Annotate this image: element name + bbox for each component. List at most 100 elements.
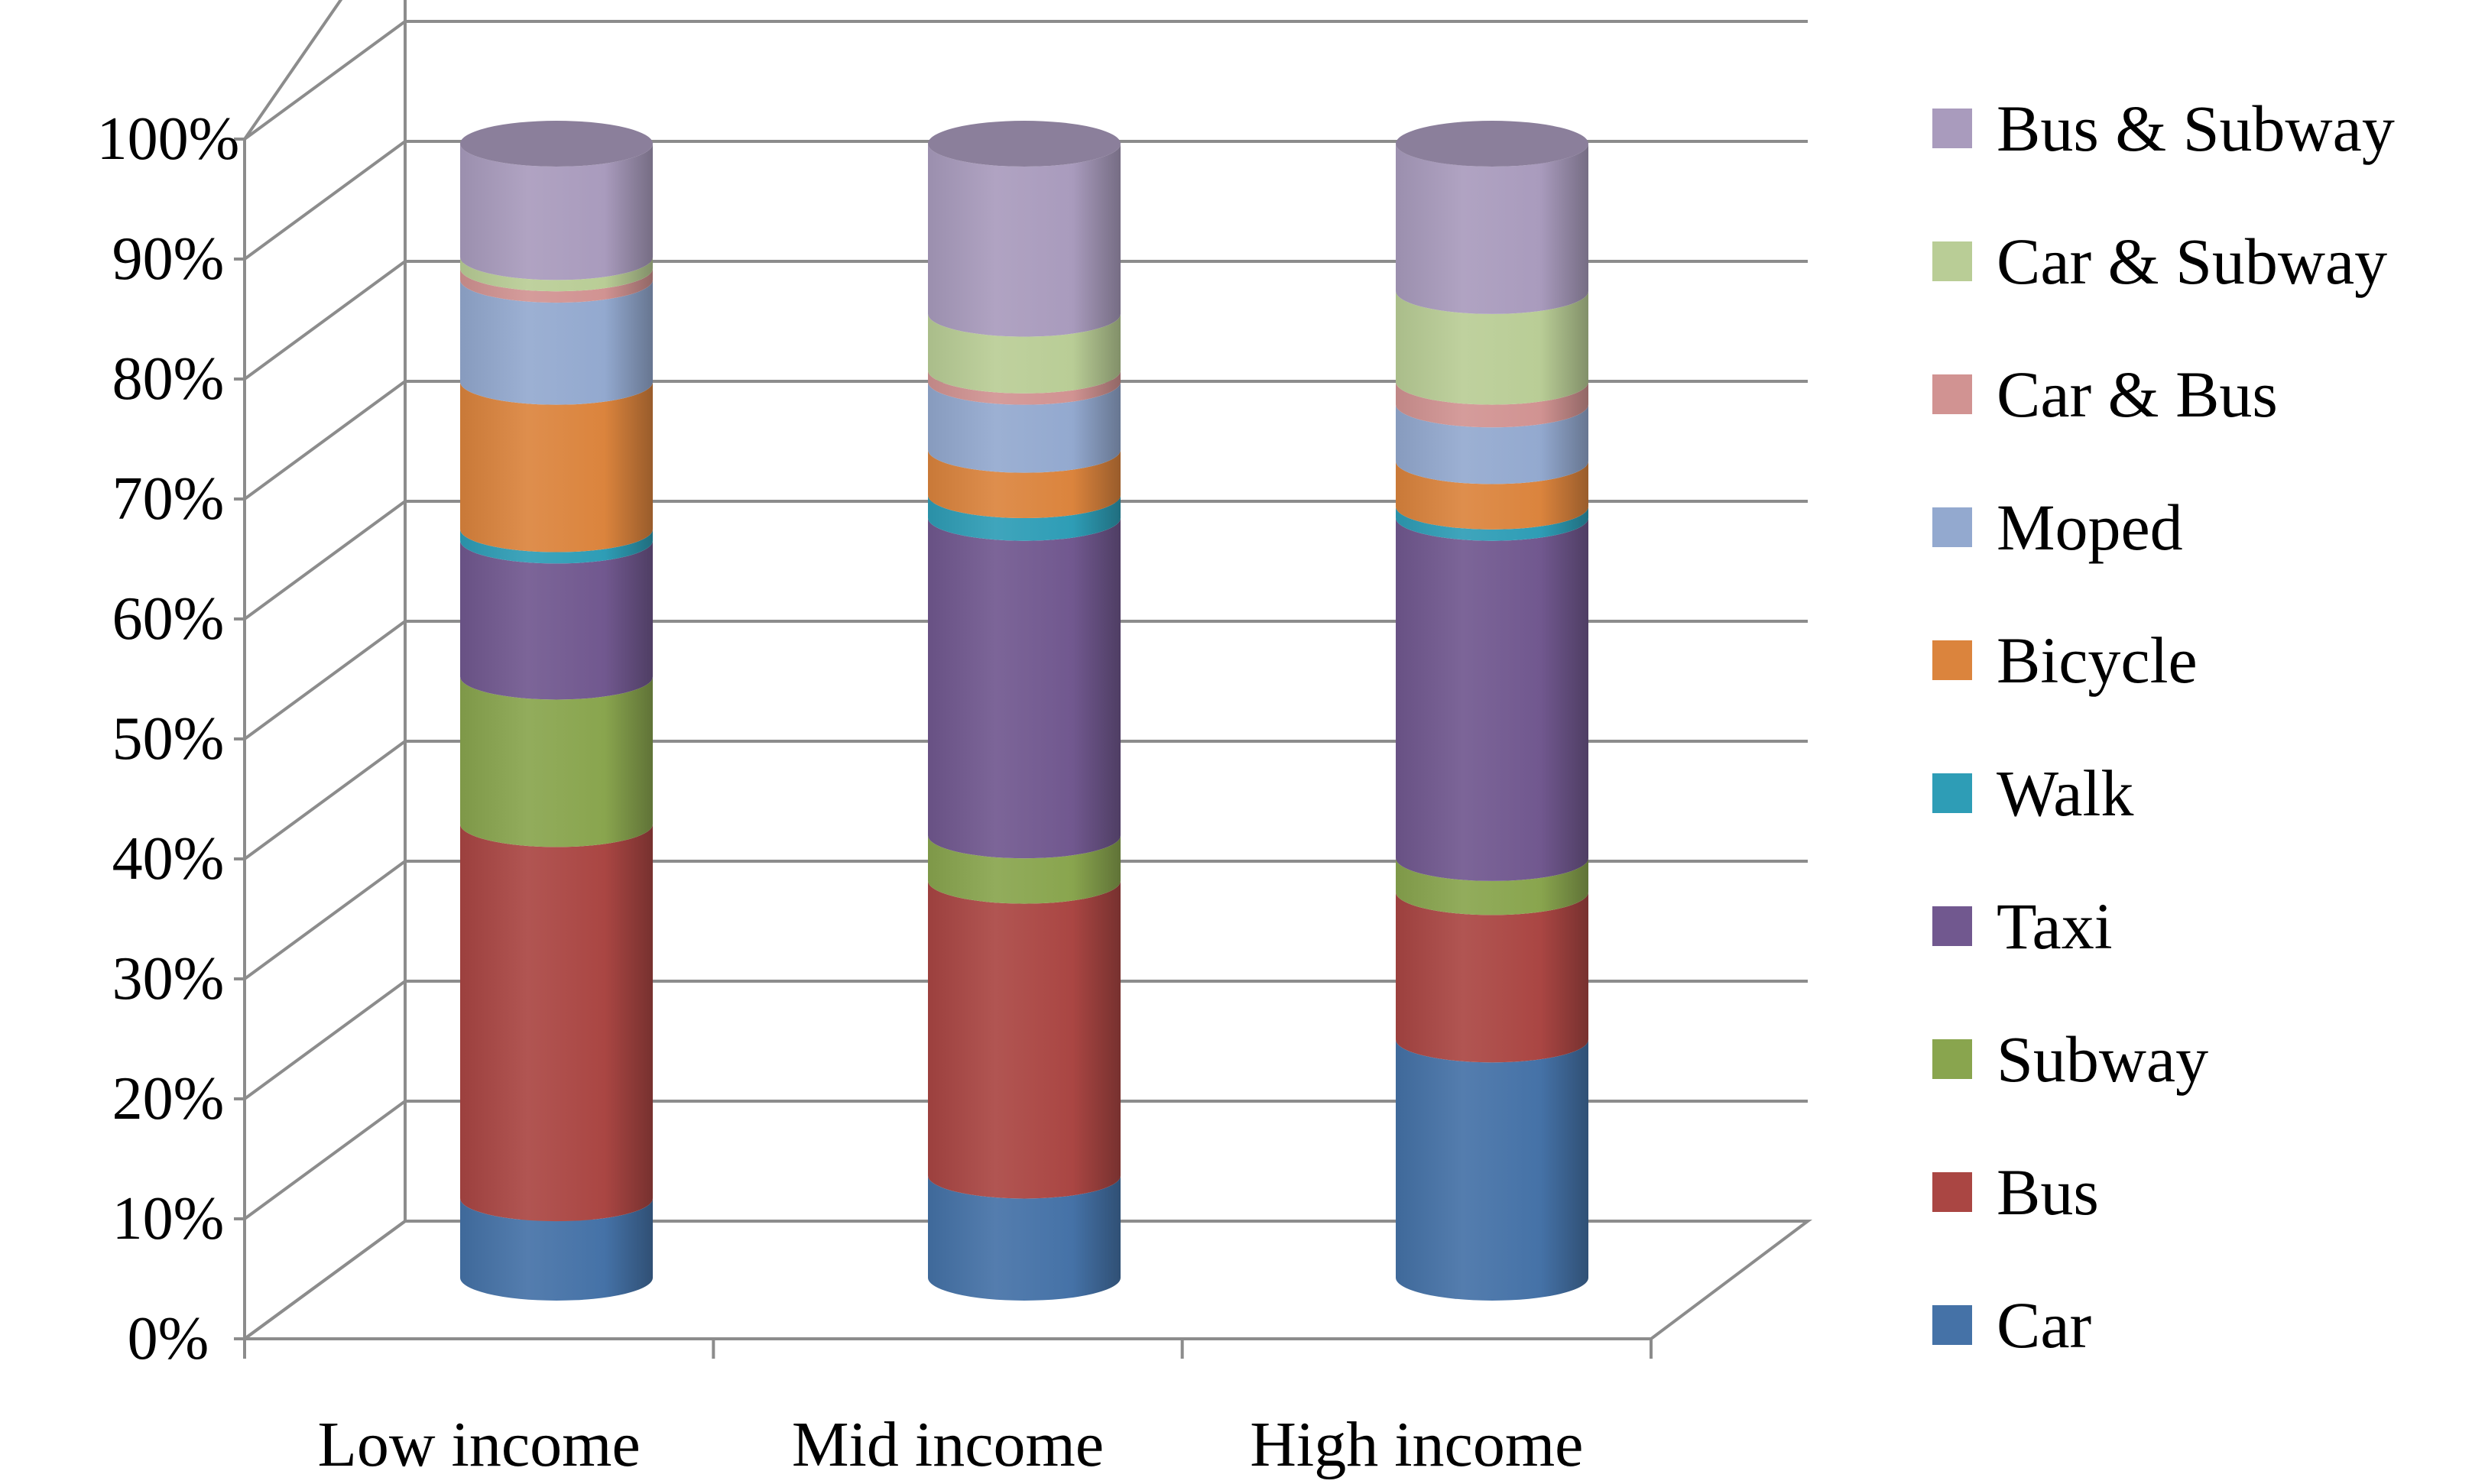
segment-bicycle [928,449,1121,519]
legend-label: Bus & Subway [1997,92,2395,165]
legend-label: Car & Subway [1997,225,2387,298]
segment-bus-subway [928,144,1121,337]
legend-swatch [1932,773,1972,813]
side-wall-top-edge [243,0,343,141]
segment-car [928,1175,1121,1301]
y-tick-label: 80% [112,345,225,413]
legend-swatch [1932,241,1972,281]
legend-swatch [1932,109,1972,148]
legend-item: Walk [1932,757,2133,830]
segment-bus-subway [1396,144,1588,314]
segment-taxi [928,517,1121,859]
segment-car-bus [460,268,653,303]
cylinder-top-cap [460,121,653,167]
legend-swatch [1932,1039,1972,1079]
segment-moped [928,381,1121,473]
y-tick-label: 30% [112,945,225,1013]
cylinder-top-cap [1396,121,1588,167]
legend-label: Walk [1997,757,2133,830]
gridline [243,20,1808,141]
legend-item: Moped [1932,491,2183,564]
segment-walk [928,495,1121,541]
legend: Bus & Subway Car & Subway Car & Bus Moped Bi… [1932,92,2395,1362]
gridline [243,620,1808,740]
legend-item: Subway [1932,1022,2208,1096]
segment-bus [1396,892,1588,1063]
gridline [243,140,1808,261]
segment-car-subway [928,313,1121,394]
gridline [243,1220,1808,1340]
legend-swatch [1932,1305,1972,1345]
segment-subway [1396,857,1588,915]
segment-bicycle [1396,461,1588,530]
gridline [243,740,1808,860]
segment-bus-subway [460,144,653,280]
y-tick-label: 60% [112,585,225,653]
segment-bus [928,880,1121,1199]
segment-bus [460,824,653,1222]
axes [234,138,1653,1359]
y-axis-tick-labels: 0% 10% 20% 30% 40% 50% 60% 70% 80% 90% 100% [97,105,240,1372]
x-category-label: Mid income [792,1409,1104,1480]
x-axis-category-labels: Low income Mid income High income [318,1409,1584,1480]
gridline [243,260,1808,381]
segment-subway [928,835,1121,904]
y-tick-label: 10% [112,1185,225,1252]
legend-item: Car & Bus [1932,358,2278,431]
legend-item: Car & Subway [1932,225,2387,298]
segment-car-subway [1396,290,1588,405]
segment-car-subway [460,257,653,292]
segment-subway [460,676,653,847]
segment-car-bus [928,370,1121,405]
legend-label: Car [1997,1288,2091,1362]
legend-item: Bicycle [1932,624,2198,697]
legend-label: Bus [1997,1155,2099,1229]
legend-swatch [1932,1172,1972,1212]
legend-swatch [1932,906,1972,946]
legend-label: Moped [1997,491,2183,564]
gridline [243,980,1808,1100]
legend-swatch [1932,374,1972,414]
legend-swatch [1932,507,1972,547]
y-tick-label: 0% [128,1305,209,1372]
y-tick-label: 70% [112,465,225,533]
segment-moped [460,280,653,405]
segment-moped [1396,404,1588,484]
x-category-label: Low income [318,1409,641,1480]
legend-swatch [1932,640,1972,680]
cylinder-top-cap [928,121,1121,167]
legend-label: Subway [1997,1022,2208,1096]
cylinder-low-income [460,121,653,1301]
segment-taxi [1396,517,1588,881]
legend-label: Taxi [1997,889,2113,963]
legend-label: Car & Bus [1997,358,2278,431]
segment-car-bus [1396,381,1588,428]
y-tick-label: 90% [112,225,225,293]
gridline [243,860,1808,980]
gridline [243,1100,1808,1220]
y-tick-label: 100% [97,105,240,173]
x-category-label: High income [1250,1409,1583,1480]
gridline [243,500,1808,620]
segment-taxi [460,540,653,700]
gridlines [243,0,1808,1340]
gridline [243,380,1808,501]
legend-item: Bus & Subway [1932,92,2395,165]
legend-label: Bicycle [1997,624,2198,697]
segment-bicycle [460,381,653,552]
cylinder-mid-income [928,121,1121,1301]
legend-item: Taxi [1932,889,2113,963]
segment-walk [460,529,653,564]
legend-item: Car [1932,1288,2091,1362]
y-tick-label: 40% [112,825,225,893]
segment-car [1396,1039,1588,1301]
bars [460,121,1588,1301]
legend-item: Bus [1932,1155,2099,1229]
segment-walk [1396,506,1588,541]
y-tick-label: 20% [112,1065,225,1132]
segment-car [460,1198,653,1301]
cylinder-high-income [1396,121,1588,1301]
y-tick-label: 50% [112,705,225,773]
